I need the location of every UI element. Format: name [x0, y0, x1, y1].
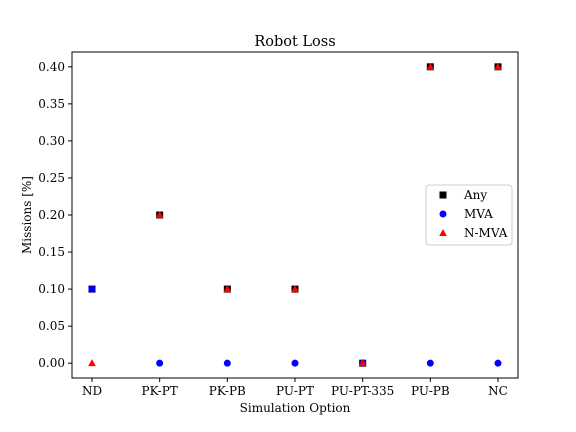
- point-n-mva: [494, 62, 502, 70]
- point-mva: [156, 359, 164, 367]
- y-tick-label: 0.20: [38, 208, 65, 222]
- x-tick-label: PU-PT: [276, 384, 314, 398]
- x-axis-label: Simulation Option: [240, 401, 351, 415]
- point-mva: [88, 285, 96, 293]
- y-tick-label: 0.15: [38, 245, 65, 259]
- legend-label-any: Any: [463, 188, 487, 202]
- point-mva: [291, 359, 299, 367]
- x-tick-label: PU-PB: [411, 384, 450, 398]
- point-n-mva: [358, 359, 367, 367]
- legend-label-mva: MVA: [464, 207, 493, 221]
- legend-marker-n-mva: [439, 229, 447, 236]
- legend: Any MVA N-MVA: [425, 184, 513, 246]
- x-tick-label: NC: [488, 384, 508, 398]
- x-tick-label: PK-PB: [209, 384, 246, 398]
- plot-area-frame: [71, 51, 519, 379]
- point-n-mva: [223, 285, 232, 293]
- y-tick-label: 0.35: [38, 97, 65, 111]
- point-n-mva: [155, 211, 164, 218]
- y-axis-label: Missions [%]: [20, 176, 34, 254]
- x-tick-label: PU-PT-335: [331, 384, 394, 398]
- legend-frame: [425, 184, 513, 246]
- y-tick-label: 0.40: [38, 60, 65, 74]
- point-n-mva: [426, 62, 435, 70]
- x-axis-ticks: ND PK-PT PK-PB PU-PT PU-PT-335 PU-PB NC: [82, 378, 508, 398]
- y-tick-label: 0.00: [38, 356, 65, 370]
- y-tick-label: 0.10: [38, 282, 65, 296]
- chart-title: Robot Loss: [254, 34, 335, 50]
- y-tick-label: 0.25: [38, 171, 65, 185]
- point-n-mva: [291, 285, 299, 293]
- x-tick-label: PK-PT: [142, 384, 178, 398]
- y-tick-label: 0.30: [38, 134, 65, 148]
- point-n-mva: [88, 359, 96, 367]
- y-tick-label: 0.05: [38, 319, 65, 333]
- point-mva: [426, 359, 434, 367]
- legend-label-n-mva: N-MVA: [464, 226, 508, 240]
- legend-marker-mva: [439, 210, 447, 218]
- data-markers: [88, 62, 502, 367]
- legend-marker-any: [439, 191, 447, 199]
- x-tick-label: ND: [82, 384, 102, 398]
- y-axis-ticks: 0.00 0.05 0.10 0.15 0.20 0.25 0.30 0.35 0.40: [38, 60, 72, 370]
- point-mva: [223, 359, 231, 367]
- point-mva: [494, 359, 502, 367]
